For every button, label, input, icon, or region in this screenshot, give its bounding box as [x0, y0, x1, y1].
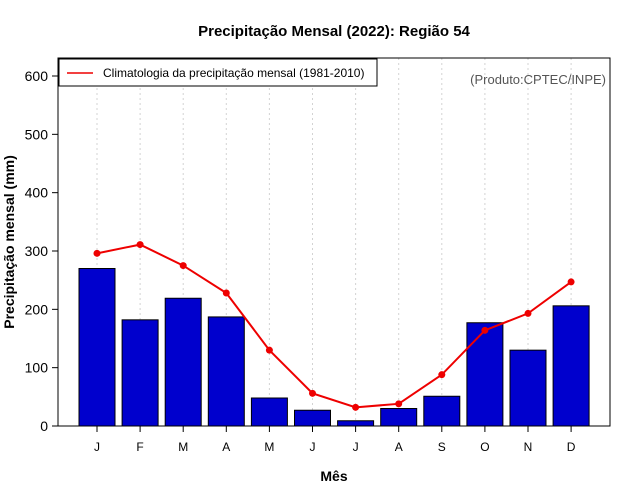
- x-tick-label: S: [438, 440, 446, 454]
- bar: [466, 322, 504, 427]
- x-tick-label: F: [136, 440, 143, 454]
- y-tick-label: 300: [25, 243, 49, 259]
- bar: [207, 316, 245, 427]
- y-axis-label: Precipitação mensal (mm): [1, 155, 17, 329]
- line-point: [179, 262, 187, 270]
- y-tick-label: 600: [25, 68, 49, 84]
- plot-frame: [57, 57, 611, 427]
- x-tick-label: A: [395, 440, 403, 454]
- x-tick-label: J: [94, 440, 100, 454]
- bar: [121, 319, 159, 427]
- line-point: [395, 400, 403, 408]
- bars-layer: [78, 268, 590, 427]
- line-point: [309, 389, 316, 397]
- bar: [509, 349, 547, 427]
- y-tick-label: 500: [25, 126, 49, 142]
- x-tick-label: A: [222, 440, 230, 454]
- chart-title: Precipitação Mensal (2022): Região 54: [198, 23, 470, 40]
- legend-entry-label: Climatologia da precipitação mensal (198…: [103, 66, 364, 80]
- line-point: [265, 346, 273, 354]
- line-point: [93, 249, 101, 257]
- x-tick-label: J: [310, 440, 316, 454]
- bar: [380, 408, 418, 427]
- line-point: [136, 241, 144, 249]
- line-point: [481, 326, 489, 334]
- x-axis-label: Mês: [320, 468, 347, 484]
- y-tick-label: 400: [25, 185, 49, 201]
- y-axis: 0 100 200 300 400 500 600: [25, 68, 58, 434]
- line-point: [352, 403, 360, 411]
- line-point: [222, 289, 230, 297]
- bar: [337, 420, 375, 427]
- y-tick-label: 100: [25, 360, 49, 376]
- line-point: [567, 278, 575, 286]
- legend: Climatologia da precipitação mensal (198…: [58, 58, 378, 87]
- x-tick-label: J: [353, 440, 359, 454]
- x-tick-label: D: [567, 440, 576, 454]
- bar: [78, 268, 116, 427]
- bar: [423, 395, 461, 427]
- x-tick-label: N: [524, 440, 533, 454]
- line-layer: [93, 241, 575, 411]
- x-tick-label: M: [178, 440, 188, 454]
- line-point: [524, 309, 532, 317]
- line-point: [438, 371, 446, 379]
- bar: [164, 297, 202, 427]
- bar: [552, 305, 590, 427]
- bar: [250, 397, 288, 427]
- y-tick-label: 200: [25, 301, 49, 317]
- bar: [294, 409, 331, 427]
- x-tick-label: O: [480, 440, 489, 454]
- series-line: [96, 243, 572, 409]
- legend-box: [58, 58, 378, 87]
- y-tick-label: 0: [40, 418, 48, 434]
- x-tick-label: M: [264, 440, 274, 454]
- source-annotation: (Produto:CPTEC/INPE): [470, 72, 606, 87]
